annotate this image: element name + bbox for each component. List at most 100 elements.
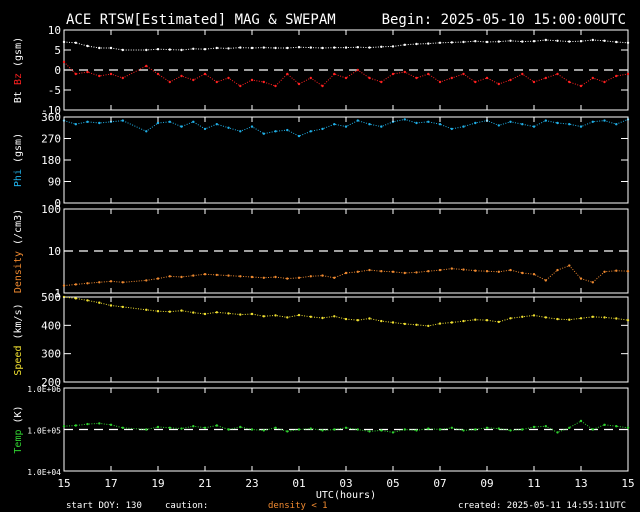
panel-mag: 10 5 0 -5 -10 Bt Bz (gsm): [13, 24, 630, 117]
bt-point: [532, 40, 536, 43]
bz-point: [521, 72, 524, 76]
speed-ytick-label: 200: [41, 376, 61, 389]
phi-point: [579, 125, 583, 128]
density-ylabel: Density (/cm3): [13, 209, 24, 293]
phi-point: [227, 126, 230, 129]
speed-point: [262, 315, 265, 318]
bt-point: [145, 48, 148, 52]
density-point: [180, 275, 183, 279]
speed-point: [145, 308, 148, 311]
bz-point: [98, 74, 101, 78]
phi-ylabel-part: Phi: [13, 169, 24, 187]
bz-point: [450, 76, 453, 80]
temp-ylabel: Temp (K): [13, 405, 24, 453]
density-point: [74, 283, 78, 286]
density-point: [380, 270, 383, 273]
temp-point: [250, 428, 254, 431]
bt-point: [356, 46, 359, 49]
bt-point: [286, 46, 289, 50]
bt-point: [462, 40, 465, 44]
bt-point: [615, 40, 618, 44]
bt-point: [544, 38, 547, 42]
density-point: [333, 276, 336, 279]
temp-point: [532, 425, 536, 429]
phi-point: [168, 120, 171, 124]
bz-point: [532, 80, 536, 84]
created-time: created: 2025-05-11 14:55:11UTC: [458, 501, 626, 511]
phi-point: [427, 120, 430, 124]
phi-point: [403, 118, 406, 121]
bz-point: [321, 84, 324, 88]
bt-point: [509, 39, 512, 42]
bt-point: [321, 46, 324, 50]
speed-point: [356, 319, 359, 322]
panel-speed: 500 400 300 200 Speed (km/s): [13, 291, 630, 389]
phi-point: [262, 132, 265, 135]
temp-point: [497, 427, 500, 430]
phi-point: [156, 121, 160, 125]
density-point: [168, 275, 171, 278]
temp-point: [321, 429, 324, 432]
speed-point: [74, 297, 78, 300]
phi-point: [145, 130, 148, 133]
speed-point: [403, 322, 406, 326]
speed-point: [579, 317, 583, 320]
xtick-label: 13: [574, 477, 587, 490]
bt-point: [297, 46, 301, 49]
phi-ytick-label: 270: [41, 133, 61, 146]
density-point: [521, 271, 524, 275]
density-point: [403, 271, 406, 275]
bz-point: [391, 72, 395, 76]
speed-point: [309, 315, 312, 318]
bz-point: [286, 72, 289, 76]
phi-point: [344, 125, 348, 128]
bz-point: [109, 72, 113, 76]
panel-temp: 1.0E+06 1.0E+05 1.0E+04 Temp (K): [13, 385, 630, 477]
temp-point: [192, 425, 195, 428]
phi-point: [309, 130, 312, 133]
phi-point: [121, 119, 125, 122]
xaxis-label: UTC(hours): [316, 490, 376, 501]
bz-point: [62, 60, 66, 64]
bt-point: [86, 44, 89, 48]
density-point: [438, 268, 442, 272]
temp-point: [156, 425, 160, 429]
phi-point: [450, 127, 453, 131]
speed-ylabel-part: (km/s): [13, 303, 24, 345]
bz-point: [485, 76, 489, 80]
density-point: [532, 273, 536, 276]
speed-point: [192, 311, 195, 314]
temp-point: [603, 423, 606, 426]
speed-point: [227, 312, 230, 315]
bz-point: [626, 72, 630, 76]
series-density: [62, 264, 630, 287]
temp-point: [286, 430, 289, 433]
speed-point: [556, 317, 559, 321]
temp-point: [98, 422, 101, 425]
speed-point: [297, 313, 301, 317]
bz-point: [544, 76, 547, 80]
bt-point: [74, 41, 78, 44]
speed-point: [474, 318, 477, 321]
density-point: [309, 275, 312, 278]
speed-point: [215, 311, 218, 314]
speed-point: [532, 314, 536, 317]
temp-point: [391, 431, 395, 434]
speed-trace: [63, 296, 629, 327]
temp-point: [485, 426, 489, 429]
phi-point: [286, 128, 289, 132]
speed-point: [521, 315, 524, 318]
phi-point: [497, 124, 500, 127]
temp-point: [591, 428, 594, 431]
bt-point: [380, 45, 383, 48]
speed-point: [321, 316, 324, 320]
bz-point: [297, 82, 301, 86]
xtick-label: 21: [198, 477, 211, 490]
time-axis: 15 17 19 21 23 01 03 05 07 09 11 13 15 UTC(hours): [57, 477, 634, 501]
density-point: [192, 274, 195, 277]
temp-point: [180, 427, 183, 430]
bt-point: [521, 40, 524, 43]
density-ytick-label: 1: [54, 287, 61, 300]
density-point: [579, 277, 583, 280]
temp-point: [438, 428, 442, 431]
